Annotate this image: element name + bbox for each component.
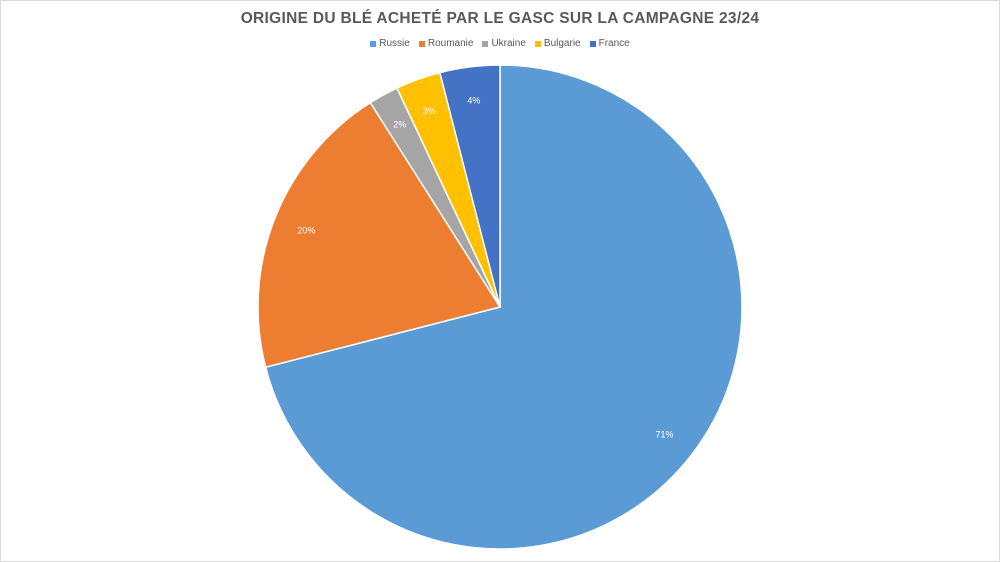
legend-item-ukraine: Ukraine <box>482 38 526 49</box>
legend-label-ukraine: Ukraine <box>491 38 526 49</box>
legend-swatch-france <box>589 40 596 47</box>
legend-label-france: France <box>598 38 630 49</box>
legend-label-bulgarie: Bulgarie <box>543 38 581 49</box>
legend-label-russie: Russie <box>379 38 410 49</box>
data-label-russie: 71% <box>655 430 673 440</box>
pie-slice-france <box>438 64 501 308</box>
legend-swatch-ukraine <box>482 40 489 47</box>
legend-label-roumanie: Roumanie <box>427 38 474 49</box>
data-label-roumanie: 20% <box>297 225 315 235</box>
legend-swatch-bulgarie <box>534 40 541 47</box>
pie-slice-roumanie <box>257 101 502 369</box>
data-label-bulgarie: 3% <box>423 106 436 116</box>
legend-item-roumanie: Roumanie <box>418 38 474 49</box>
legend-item-france: France <box>589 38 630 49</box>
legend-item-russie: Russie <box>370 38 410 49</box>
legend-swatch-russie <box>370 40 377 47</box>
legend-swatch-roumanie <box>418 40 425 47</box>
chart-legend: Russie Roumanie Ukraine Bulgarie France <box>0 38 1000 49</box>
legend-item-bulgarie: Bulgarie <box>534 38 581 49</box>
data-label-france: 4% <box>467 96 480 106</box>
data-label-ukraine: 2% <box>393 120 406 130</box>
pie-slice-russie <box>264 64 743 550</box>
chart-title: ORIGINE DU BLÉ ACHETÉ PAR LE GASC SUR LA… <box>240 10 760 27</box>
